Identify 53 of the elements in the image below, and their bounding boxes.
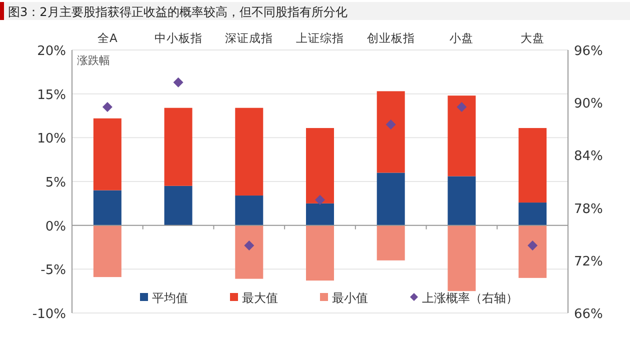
bar: [376, 225, 405, 260]
y-tick-label: -5%: [40, 263, 66, 278]
chart-title: 图3：2月主要股指获得正收益的概率较高，但不同股指有所分化: [8, 5, 348, 19]
legend-label: 上涨概率（右轴）: [422, 291, 518, 305]
y2-tick-label: 84%: [574, 149, 603, 164]
x-tick-label: 全A: [97, 31, 118, 45]
point: [386, 120, 396, 130]
legend-label: 平均值: [152, 291, 188, 305]
y2-tick-label: 90%: [574, 96, 603, 112]
bar: [306, 128, 334, 204]
x-tick-label: 小盘: [450, 31, 474, 45]
bar: [93, 225, 122, 278]
y-tick-label: -10%: [32, 307, 66, 322]
point: [244, 240, 254, 250]
y-axis-title: 涨跌幅: [77, 54, 110, 67]
x-tick-label: 中小板指: [154, 31, 202, 45]
bar: [93, 118, 122, 190]
bar: [518, 128, 547, 203]
y2-tick-label: 78%: [574, 202, 603, 217]
bar: [448, 96, 476, 176]
bar: [306, 203, 334, 226]
bar: [376, 91, 405, 173]
legend-label: 最小值: [332, 291, 368, 305]
bar: [448, 176, 476, 226]
bar: [164, 108, 192, 186]
legend-label: 最大值: [242, 291, 278, 305]
bar: [376, 172, 405, 226]
bar: [164, 186, 192, 226]
bar: [235, 108, 264, 196]
x-tick-label: 深证成指: [225, 31, 274, 45]
bar: [518, 225, 547, 278]
bar: [448, 225, 476, 292]
bar: [518, 202, 547, 226]
y-tick-label: 15%: [37, 88, 66, 103]
x-tick-label: 大盘: [520, 31, 545, 45]
y-tick-label: 0%: [45, 219, 66, 234]
point: [456, 102, 467, 112]
y-tick-label: 20%: [37, 44, 66, 59]
bar: [235, 225, 264, 279]
bar: [93, 190, 122, 226]
point: [315, 194, 325, 205]
bar: [306, 225, 334, 281]
y2-tick-label: 96%: [574, 44, 603, 59]
point: [102, 102, 112, 112]
bar: [235, 196, 264, 226]
point: [528, 240, 538, 250]
y2-tick-label: 72%: [574, 254, 603, 270]
x-tick-label: 创业板指: [366, 31, 415, 45]
y-tick-label: 10%: [37, 132, 66, 147]
y2-tick-label: 66%: [574, 307, 603, 322]
y-tick-label: 5%: [45, 176, 66, 190]
x-tick-label: 上证综指: [296, 31, 344, 45]
point: [173, 77, 184, 88]
